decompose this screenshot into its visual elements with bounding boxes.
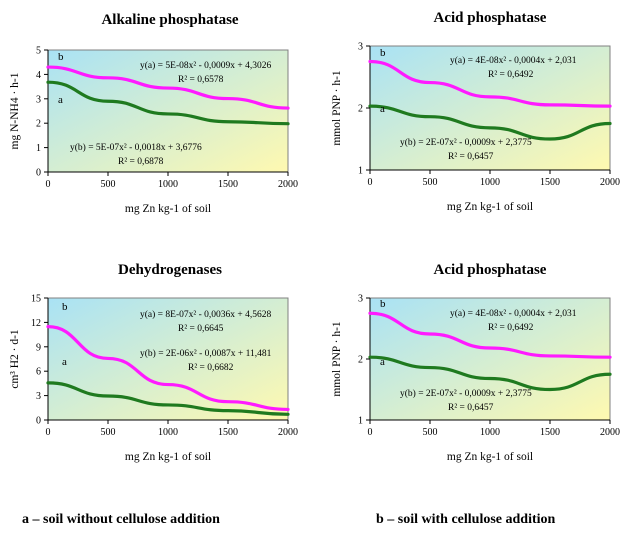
y-axis-label: mmol PNP · h-1	[331, 321, 343, 397]
x-tick-label: 1500	[540, 427, 560, 438]
y-tick-label: 4	[36, 70, 41, 81]
series-a-line	[46, 80, 290, 126]
x-tick-label: 2000	[278, 427, 298, 438]
equation-a: y(a) = 4E-08x² - 0,0004x + 2,031	[450, 55, 577, 66]
equation-a: y(a) = 4E-08x² - 0,0004x + 2,031	[450, 308, 577, 319]
footer-legend-a: a – soil without cellulose addition	[22, 512, 220, 527]
y-tick-label: 0	[36, 168, 41, 179]
series-b-line	[368, 59, 612, 108]
x-tick-label: 0	[368, 427, 373, 438]
series-b-label: b	[58, 51, 64, 63]
y-tick-label: 1	[358, 166, 363, 177]
x-tick-label: 2000	[600, 177, 620, 188]
plot-area	[47, 297, 289, 421]
y-tick-label: 3	[358, 294, 363, 305]
r-squared-b: R² = 0,6457	[448, 403, 494, 413]
y-tick-label: 1	[358, 416, 363, 427]
x-axis-label: mg Zn kg-1 of soil	[125, 203, 211, 215]
x-tick-label: 1000	[158, 427, 178, 438]
x-axis-label: mg Zn kg-1 of soil	[125, 451, 211, 463]
chart-title-dehydrogenases: Dehydrogenases	[118, 262, 222, 278]
y-tick-label: 9	[36, 342, 41, 353]
chart-title-alkaline: Alkaline phosphatase	[101, 12, 239, 28]
series-a-line	[368, 104, 612, 141]
r-squared-b: R² = 0,6878	[118, 157, 164, 167]
equation-a: y(a) = 8E-07x² - 0,0036x + 4,5628	[140, 309, 271, 320]
y-tick-label: 12	[31, 318, 41, 329]
plot-area	[369, 45, 611, 171]
x-tick-label: 1500	[218, 427, 238, 438]
x-axis-label: mg Zn kg-1 of soil	[447, 201, 533, 213]
series-a-label: a	[62, 356, 67, 368]
x-tick-label: 2000	[278, 179, 298, 190]
x-tick-label: 1500	[540, 177, 560, 188]
equation-b: y(b) = 2E-06x² - 0,0087x + 11,481	[140, 348, 272, 359]
series-b-line	[368, 311, 612, 359]
series-b-label: b	[62, 301, 68, 313]
y-axis-label: cm³ H2 · d-1	[9, 329, 21, 389]
r-squared-b: R² = 0,6457	[448, 152, 494, 162]
y-tick-label: 5	[36, 46, 41, 57]
x-tick-label: 500	[101, 427, 116, 438]
chart-title-acid-bottom: Acid phosphatase	[433, 262, 547, 278]
y-tick-label: 2	[36, 119, 41, 130]
x-tick-label: 500	[101, 179, 116, 190]
x-tick-label: 1500	[218, 179, 238, 190]
x-tick-label: 0	[46, 427, 51, 438]
x-tick-label: 0	[368, 177, 373, 188]
y-tick-label: 6	[36, 367, 41, 378]
x-tick-label: 0	[46, 179, 51, 190]
x-tick-label: 2000	[600, 427, 620, 438]
series-b-label: b	[380, 47, 386, 59]
y-axis-label: mg N-NH4 · h-1	[9, 72, 21, 149]
x-tick-label: 1000	[480, 177, 500, 188]
series-b-label: b	[380, 298, 386, 310]
series-a-line	[46, 381, 290, 416]
y-tick-label: 1	[36, 143, 41, 154]
series-a-label: a	[58, 94, 63, 106]
footer-legend-b: b – soil with cellulose addition	[376, 512, 556, 527]
r-squared-a: R² = 0,6578	[178, 75, 224, 85]
y-tick-label: 3	[358, 42, 363, 53]
y-tick-label: 3	[36, 391, 41, 402]
r-squared-a: R² = 0,6492	[488, 323, 534, 333]
x-tick-label: 1000	[480, 427, 500, 438]
y-tick-label: 2	[358, 104, 363, 115]
plot-area	[47, 49, 289, 173]
y-tick-label: 2	[358, 355, 363, 366]
x-tick-label: 500	[423, 427, 438, 438]
x-tick-label: 500	[423, 177, 438, 188]
r-squared-a: R² = 0,6645	[178, 324, 224, 334]
x-tick-label: 1000	[158, 179, 178, 190]
r-squared-a: R² = 0,6492	[488, 70, 534, 80]
equation-b: y(b) = 5E-07x² - 0,0018x + 3,6776	[70, 142, 202, 153]
series-b-line	[46, 325, 290, 412]
series-a-label: a	[380, 356, 385, 368]
y-tick-label: 3	[36, 94, 41, 105]
y-tick-label: 15	[31, 294, 41, 305]
r-squared-b: R² = 0,6682	[188, 363, 234, 373]
x-axis-label: mg Zn kg-1 of soil	[447, 451, 533, 463]
chart-title-acid-top: Acid phosphatase	[433, 10, 547, 26]
plot-area	[369, 297, 611, 421]
series-b-line	[46, 65, 290, 110]
equation-a: y(a) = 5E-08x² - 0,0009x + 4,3026	[140, 60, 271, 71]
series-a-label: a	[380, 103, 385, 115]
y-axis-label: mmol PNP · h-1	[331, 70, 343, 146]
equation-b: y(b) = 2E-07x² - 0,0009x + 2,3775	[400, 137, 532, 148]
equation-b: y(b) = 2E-07x² - 0,0009x + 2,3775	[400, 388, 532, 399]
series-a-line	[368, 355, 612, 392]
y-tick-label: 0	[36, 416, 41, 427]
